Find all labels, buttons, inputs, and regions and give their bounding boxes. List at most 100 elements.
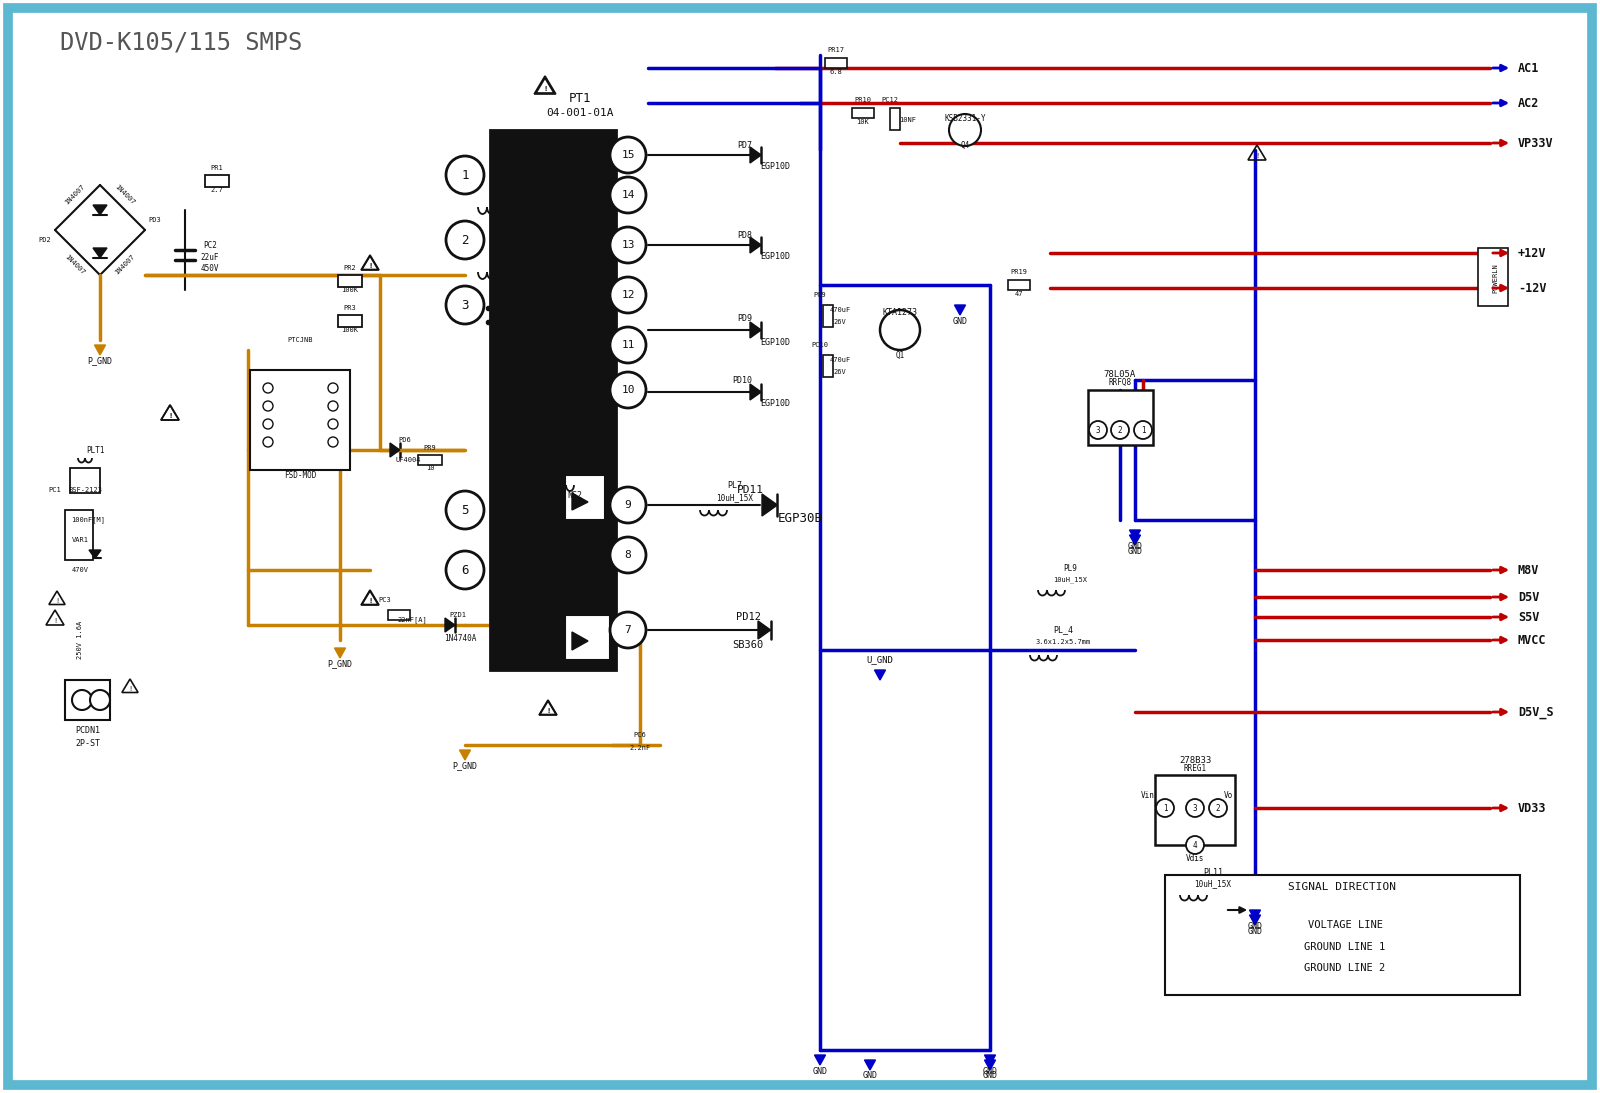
Text: !: ! [542, 86, 547, 92]
Text: !: ! [53, 618, 58, 624]
Circle shape [446, 551, 485, 589]
Text: RRFQ8: RRFQ8 [1109, 377, 1131, 387]
Text: 10: 10 [426, 465, 434, 471]
Text: POWERLN: POWERLN [1491, 263, 1498, 293]
Circle shape [328, 419, 338, 428]
Circle shape [1134, 421, 1152, 439]
Text: 3: 3 [1096, 425, 1101, 435]
Circle shape [610, 277, 646, 313]
Text: PD12: PD12 [736, 612, 760, 622]
Bar [389, 610, 410, 620]
Text: PL9: PL9 [1062, 564, 1077, 573]
Circle shape [328, 401, 338, 411]
Polygon shape [93, 205, 107, 215]
Text: MVCC: MVCC [1518, 634, 1547, 646]
Text: 22uF: 22uF [200, 252, 219, 261]
Circle shape [446, 221, 485, 259]
Polygon shape [750, 322, 762, 338]
Text: KSB2331-Y: KSB2331-Y [944, 114, 986, 122]
Text: Vo: Vo [1224, 790, 1232, 799]
Text: 12: 12 [621, 290, 635, 299]
Text: GND: GND [1248, 921, 1262, 930]
Polygon shape [90, 550, 101, 559]
Text: PC1: PC1 [48, 487, 61, 493]
Polygon shape [875, 670, 885, 680]
Text: PIC4: PIC4 [576, 469, 594, 475]
Polygon shape [955, 305, 965, 315]
Text: 78L05A: 78L05A [1104, 369, 1136, 378]
Bar [822, 305, 834, 327]
Text: 100K: 100K [341, 287, 358, 293]
Text: PD10: PD10 [733, 376, 752, 385]
Text: NS2: NS2 [568, 491, 582, 500]
Text: PL11: PL11 [1203, 868, 1222, 877]
Polygon shape [334, 648, 346, 658]
Text: VP33V: VP33V [1518, 137, 1554, 150]
Text: PR19: PR19 [1011, 269, 1027, 275]
Bar [490, 130, 616, 670]
Text: NS5: NS5 [568, 223, 582, 233]
Text: K4453Z: K4453Z [574, 663, 602, 672]
Text: !: ! [368, 263, 373, 269]
Text: S5V: S5V [1518, 611, 1539, 623]
Polygon shape [750, 146, 762, 163]
Bar [205, 175, 229, 187]
Text: FSD-MOD: FSD-MOD [283, 470, 317, 480]
Text: PD3: PD3 [149, 218, 162, 223]
Circle shape [610, 177, 646, 213]
Text: PR3: PR3 [344, 305, 357, 312]
Circle shape [610, 487, 646, 522]
Text: 1N4007: 1N4007 [114, 184, 136, 207]
Text: EGP10D: EGP10D [760, 251, 790, 260]
Text: PD6: PD6 [398, 437, 411, 443]
Text: UF4004: UF4004 [395, 457, 421, 463]
Text: GND: GND [1128, 546, 1142, 555]
Text: 1: 1 [461, 168, 469, 181]
Text: VOLTAGE LINE: VOLTAGE LINE [1307, 920, 1382, 930]
Text: M8V: M8V [1518, 564, 1539, 576]
Text: 7: 7 [624, 625, 632, 635]
Polygon shape [750, 384, 762, 400]
Text: -12V: -12V [1518, 282, 1547, 294]
Polygon shape [984, 1055, 995, 1065]
Text: PC10: PC10 [811, 342, 829, 348]
Text: GND: GND [813, 1067, 827, 1076]
Polygon shape [459, 750, 470, 760]
Text: NS3: NS3 [568, 275, 582, 284]
Text: PC3: PC3 [379, 597, 392, 603]
Text: 450V: 450V [200, 263, 219, 272]
Text: PLT1: PLT1 [86, 446, 104, 455]
Text: VD33: VD33 [1518, 801, 1547, 814]
Text: +12V: +12V [1518, 247, 1547, 259]
Circle shape [610, 227, 646, 263]
Text: 26V: 26V [834, 369, 846, 375]
Text: GND: GND [1248, 927, 1262, 936]
Polygon shape [984, 1060, 995, 1070]
Text: 6.8: 6.8 [830, 69, 842, 75]
Text: PD11: PD11 [736, 485, 763, 495]
Circle shape [90, 690, 110, 710]
Text: 2: 2 [461, 234, 469, 247]
Text: P_GND: P_GND [453, 762, 477, 771]
Text: 1: 1 [1163, 803, 1168, 812]
Circle shape [262, 437, 274, 447]
Bar [66, 680, 110, 720]
Polygon shape [758, 621, 771, 639]
Text: PCDN1: PCDN1 [75, 726, 101, 734]
Circle shape [610, 537, 646, 573]
Text: Vin: Vin [1141, 790, 1155, 799]
Polygon shape [573, 493, 589, 510]
Text: PR17: PR17 [827, 47, 845, 52]
Bar [338, 275, 362, 287]
Text: AC1: AC1 [1518, 61, 1539, 74]
Text: 100nF[M]: 100nF[M] [70, 517, 106, 524]
Text: 3: 3 [1192, 803, 1197, 812]
Text: !: ! [1254, 153, 1259, 158]
Circle shape [610, 137, 646, 173]
Text: 2: 2 [1216, 803, 1221, 812]
Text: KTA1273: KTA1273 [883, 307, 917, 317]
Text: 2P-ST: 2P-ST [75, 739, 101, 748]
Text: 11: 11 [621, 340, 635, 350]
Text: PR1: PR1 [211, 165, 224, 171]
Circle shape [610, 372, 646, 408]
